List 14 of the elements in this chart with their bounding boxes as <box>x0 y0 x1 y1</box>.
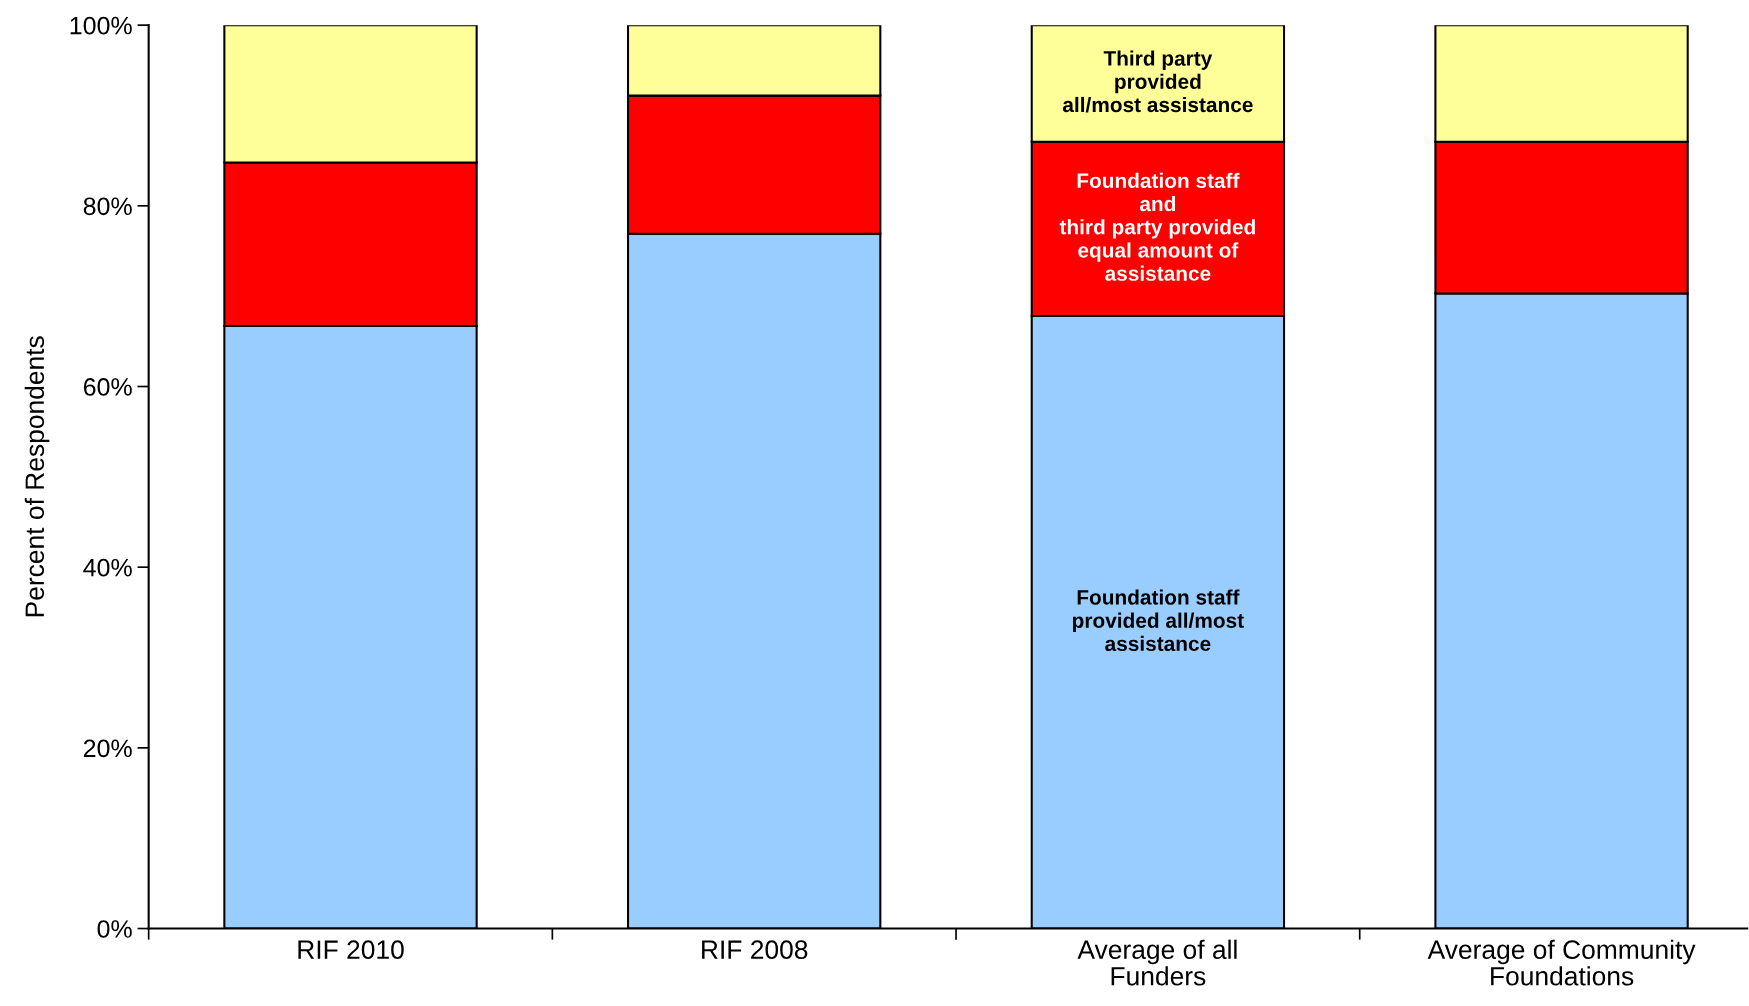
y-axis-title: Percent of Respondents <box>24 336 50 617</box>
y-tick-label: 100% <box>70 16 132 35</box>
y-tick-label: 0% <box>97 920 132 938</box>
x-tick-label: Average of Community Foundations <box>1427 939 1696 986</box>
series-label: Foundation staff and third party provided equal amount of assistance <box>1059 172 1255 281</box>
x-tick-label: RIF 2008 <box>702 940 808 960</box>
y-tick-label: 20% <box>83 739 132 758</box>
y-tick-label: 60% <box>83 378 132 396</box>
y-tick-label: 40% <box>83 558 132 577</box>
x-tick-label: RIF 2010 <box>298 940 404 960</box>
x-tick-label: Average of all Funders <box>1077 939 1237 986</box>
series-label: Foundation staff provided all/most assistance <box>1073 589 1244 652</box>
y-tick-label: 80% <box>83 197 132 216</box>
series-label: Third party provided all/most assistance <box>1062 50 1253 113</box>
